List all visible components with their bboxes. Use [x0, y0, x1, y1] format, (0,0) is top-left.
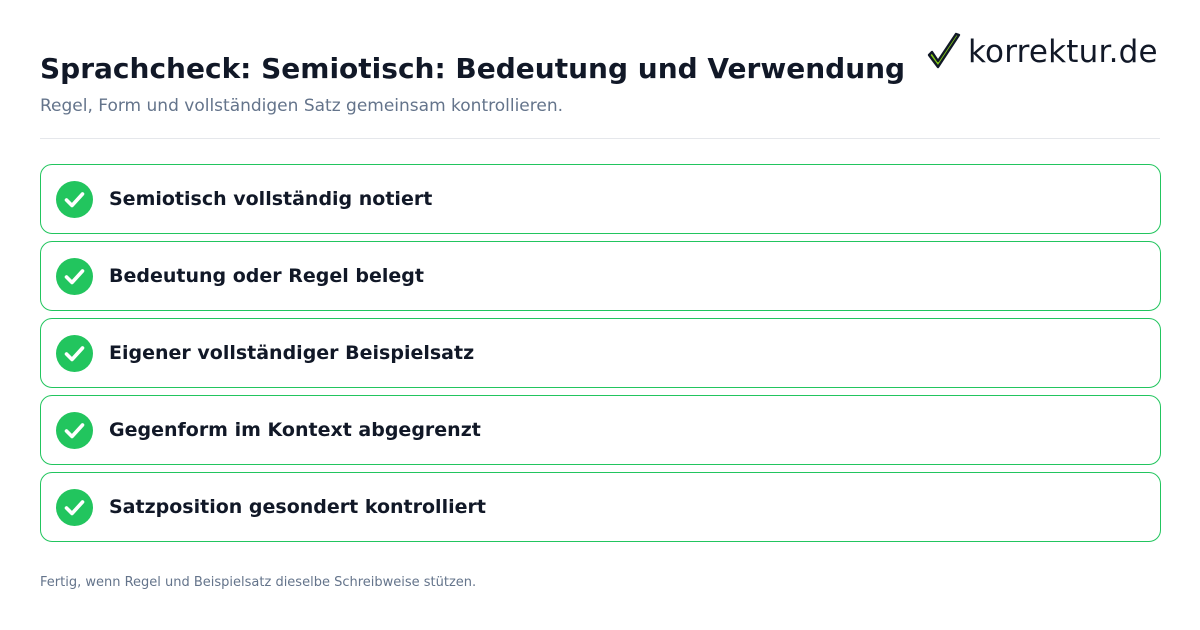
- checkmark-icon: [927, 32, 961, 69]
- brand-name: korrektur.de: [968, 34, 1158, 70]
- check-circle-icon: [56, 180, 93, 218]
- check-circle-icon: [56, 334, 93, 372]
- page-subtitle: Regel, Form und vollständigen Satz gemei…: [40, 96, 564, 116]
- footer-note: Fertig, wenn Regel und Beispielsatz dies…: [40, 575, 477, 590]
- page-header: Sprachcheck: Semiotisch: Bedeutung und V…: [40, 50, 906, 118]
- checklist-item[interactable]: Semiotisch vollständig notiert: [40, 164, 1161, 234]
- checklist-item-label: Eigener vollständiger Beispielsatz: [109, 342, 475, 364]
- brand-logo[interactable]: korrektur.de: [926, 30, 1158, 74]
- checklist-item-label: Gegenform im Kontext abgegrenzt: [109, 419, 481, 441]
- check-circle-icon: [56, 411, 93, 449]
- checklist-item[interactable]: Satzposition gesondert kontrolliert: [40, 472, 1161, 542]
- checklist: Semiotisch vollständig notiert Bedeutung…: [40, 164, 1161, 549]
- checklist-item-label: Satzposition gesondert kontrolliert: [109, 496, 486, 518]
- checklist-item[interactable]: Bedeutung oder Regel belegt: [40, 241, 1161, 311]
- check-circle-icon: [56, 488, 93, 526]
- checklist-item[interactable]: Gegenform im Kontext abgegrenzt: [40, 395, 1161, 465]
- checklist-item-label: Bedeutung oder Regel belegt: [109, 265, 424, 287]
- check-circle-icon: [56, 257, 93, 295]
- header-divider: [40, 138, 1160, 139]
- checklist-item-label: Semiotisch vollständig notiert: [109, 188, 433, 210]
- checklist-item[interactable]: Eigener vollständiger Beispielsatz: [40, 318, 1161, 388]
- page-title: Sprachcheck: Semiotisch: Bedeutung und V…: [40, 52, 906, 85]
